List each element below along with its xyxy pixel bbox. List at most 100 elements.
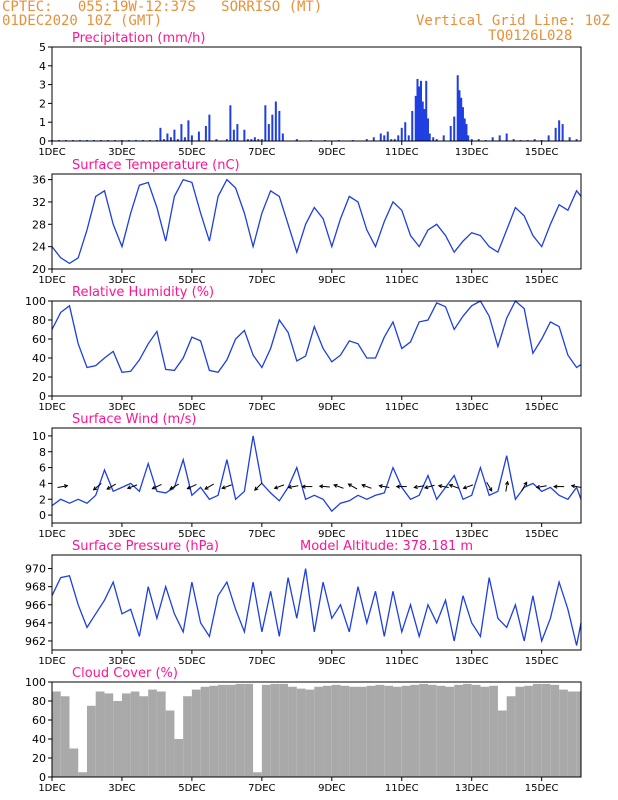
cloud-area-column (60, 696, 70, 777)
header-date-line: 01DEC2020 10Z (GMT) (2, 13, 163, 29)
precipitation-bar (180, 124, 183, 141)
wind-ytick-label: 4 (39, 477, 46, 490)
cloud-area-column (532, 683, 542, 777)
wind-xtick-label: 15DEC (525, 529, 559, 540)
humidity-series-line (51, 299, 582, 374)
humidity-xtick-label: 9DEC (318, 402, 345, 413)
precipitation-xtick-label: 13DEC (455, 147, 489, 158)
wind-arrow (287, 484, 299, 490)
wind-arrow (437, 484, 449, 489)
temperature-xtick-label: 11DEC (385, 275, 419, 286)
precipitation-bar (491, 137, 494, 141)
precipitation-xtick-label: 3DEC (108, 147, 135, 158)
precipitation-ytick-label: 1 (39, 116, 46, 129)
precipitation-bar (432, 137, 435, 141)
cloud-area-column (576, 691, 581, 777)
cloud-area-column (174, 739, 184, 777)
precipitation-title: Precipitation (mm/h) (72, 31, 205, 46)
cloud-area-column (209, 685, 219, 777)
cloud-area-column (130, 691, 140, 777)
cloud-area-column (524, 685, 533, 777)
cloud-ytick-label: 60 (32, 714, 46, 727)
chart-header: CPTEC: 055:19W-12:37S SORRISO (MT) 01DEC… (0, 0, 618, 50)
wind-arrow (92, 482, 102, 491)
cloud-area-column (419, 683, 428, 777)
pressure-frame (51, 554, 582, 651)
precipitation-bar (243, 129, 246, 141)
wind-series-line (51, 435, 582, 513)
humidity-ytick-label: 100 (25, 295, 46, 308)
wind-xtick-label: 1DEC (38, 529, 65, 540)
cloud-ytick-label: 0 (39, 771, 46, 784)
cloud-area-column (331, 684, 341, 777)
cloud-area-column (480, 686, 490, 777)
precipitation-bar (397, 135, 400, 141)
precipitation-bar (246, 139, 249, 141)
humidity-xtick-label: 13DEC (455, 402, 489, 413)
temperature-ytick-label: 36 (32, 174, 46, 187)
cloud-area-column (323, 685, 332, 777)
precipitation-xtick-label: 5DEC (178, 147, 205, 158)
temperature-ytick-label: 28 (32, 218, 46, 231)
pressure-xtick-label: 11DEC (385, 656, 419, 667)
temperature-xtick-label: 9DEC (318, 275, 345, 286)
precipitation-bar (435, 139, 438, 141)
temperature-title: Surface Temperature (nC) (72, 158, 240, 173)
humidity-ytick-label: 40 (32, 352, 46, 365)
precipitation-bar (162, 139, 165, 141)
wind-ytick-label: 8 (39, 446, 46, 459)
cloud-area-column (497, 710, 507, 777)
pressure-panel: Surface Pressure (hPa) Model Altitude: 37… (25, 539, 582, 667)
cloud-area-column (305, 689, 315, 777)
wind-arrow (204, 483, 214, 490)
cloud-area-column (506, 696, 516, 777)
wind-ytick-label: 10 (32, 430, 46, 443)
humidity-title: Relative Humidity (%) (72, 285, 214, 300)
precipitation-bar (176, 139, 179, 141)
cloud-ytick-label: 20 (32, 752, 46, 765)
cloud-xtick-label: 11DEC (385, 783, 419, 794)
precipitation-bar (173, 129, 176, 141)
precipitation-bar (423, 109, 426, 141)
cloud-area-column (427, 684, 437, 777)
precipitation-bar (416, 78, 419, 141)
precipitation-bar (414, 95, 417, 141)
cloud-area-column (121, 693, 131, 777)
humidity-ytick-label: 80 (32, 314, 46, 327)
wind-xtick-label: 5DEC (178, 529, 205, 540)
temperature-panel: Surface Temperature (nC) 20 24 28 32 36 1DEC 3D… (32, 158, 582, 286)
temperature-xtick-label: 1DEC (38, 275, 65, 286)
precipitation-bar (250, 139, 253, 141)
precipitation-bar (428, 133, 431, 141)
cloud-title: Cloud Cover (%) (72, 666, 178, 681)
cloud-xtick-label: 7DEC (248, 783, 275, 794)
temperature-xtick-label: 7DEC (248, 275, 275, 286)
cloud-panel: Cloud Cover (%) 0 20 40 60 80 100 1DEC 3DEC 5DEC 7… (25, 666, 582, 794)
cloud-area-column (270, 683, 280, 777)
cloud-area-column (235, 683, 245, 777)
precipitation-bar (379, 133, 382, 141)
wind-xtick-label: 11DEC (385, 529, 419, 540)
header-station-line: CPTEC: 055:19W-12:37S SORRISO (MT) (2, 0, 323, 15)
temperature-frame (51, 173, 582, 270)
precipitation-bar (190, 135, 193, 141)
precipitation-frame (51, 46, 582, 142)
wind-ytick-label: 0 (39, 509, 46, 522)
wind-arrow (413, 484, 425, 490)
cloud-ytick-label: 80 (32, 695, 46, 708)
precipitation-bar (512, 139, 515, 141)
cloud-area-column (226, 684, 236, 777)
wind-frame (51, 427, 582, 524)
cloud-area-column (559, 689, 568, 777)
precipitation-bar (425, 80, 428, 141)
cloud-area-column (340, 685, 350, 777)
pressure-xtick-label: 3DEC (108, 656, 135, 667)
precipitation-xtick-label: 9DEC (318, 147, 345, 158)
humidity-frame (51, 300, 582, 397)
wind-xtick-label: 7DEC (248, 529, 275, 540)
precipitation-ytick-label: 2 (39, 97, 46, 110)
precipitation-xtick-label: 11DEC (385, 147, 419, 158)
precipitation-bar (460, 97, 463, 141)
wind-arrow (504, 480, 510, 492)
precipitation-bar (533, 139, 536, 141)
